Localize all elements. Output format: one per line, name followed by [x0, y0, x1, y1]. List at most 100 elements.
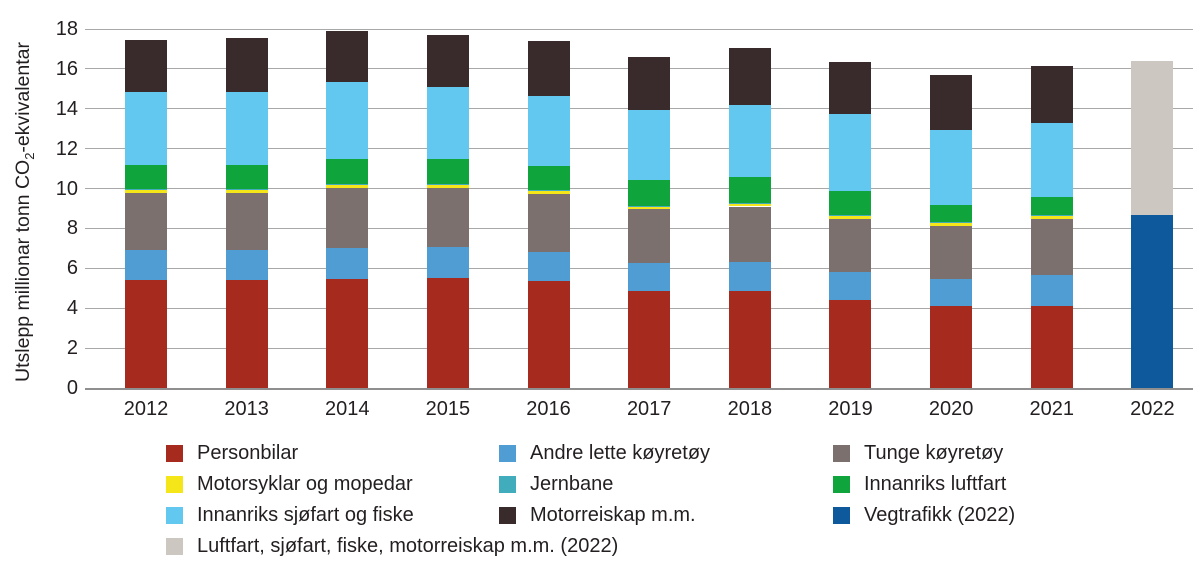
bar-segment — [829, 215, 872, 217]
bar-segment — [225, 37, 268, 92]
plot-area: 0 2 4 6 8 10 12 14 16 18 2012 2013 2014 2015 2016 2017 2… — [55, 18, 1193, 420]
y-tick-label: 4 — [66, 297, 78, 320]
bar-segment — [527, 193, 570, 253]
bar-segment — [728, 104, 771, 177]
bar-segment — [728, 202, 771, 204]
legend-label: Motorsyklar og mopedar — [197, 472, 413, 495]
bar-segment — [527, 189, 570, 191]
bar-segment — [829, 300, 872, 388]
legend-label: Personbilar — [197, 441, 299, 464]
bar-segment — [829, 61, 872, 114]
legend-item: Luftfart, sjøfart, fiske, motorreiskap m… — [166, 534, 618, 558]
legend-label: Jernbane — [530, 472, 614, 495]
legend-item: Innanriks luftfart — [833, 472, 1176, 496]
bar-segment — [1030, 306, 1073, 388]
bar-segment — [426, 86, 469, 159]
bar-segment — [426, 34, 469, 87]
legend-swatch — [166, 537, 183, 555]
y-tick-label: 6 — [66, 257, 78, 280]
gridline-y-18 — [85, 28, 1193, 30]
legend-swatch — [833, 444, 850, 462]
bar-segment — [225, 188, 268, 190]
bar-segment — [1030, 219, 1073, 276]
bar-segment — [829, 216, 872, 220]
legend-item: Andre lette køyretøy — [499, 441, 833, 465]
y-tick-label: 0 — [66, 377, 78, 399]
bar-segment — [326, 81, 369, 159]
bar-segment — [326, 158, 369, 184]
x-tick-label: 2014 — [325, 398, 370, 420]
legend-item: Jernbane — [499, 472, 833, 496]
x-tick-label: 2016 — [526, 398, 571, 420]
bar-segment — [125, 188, 167, 190]
x-tick-label: 2019 — [828, 398, 873, 420]
bar-segment — [326, 248, 369, 280]
bar-segment — [125, 250, 167, 281]
legend-swatch — [166, 506, 183, 524]
bar-segment — [225, 250, 268, 281]
bar-segment — [930, 226, 973, 280]
bar-segment — [728, 176, 771, 203]
x-tick-label: 2013 — [224, 398, 269, 420]
y-tick-label: 16 — [55, 57, 78, 80]
legend-label: Innanriks luftfart — [864, 472, 1007, 495]
x-tick-label: 2015 — [425, 398, 471, 420]
bar-segment — [829, 272, 872, 301]
bar-segment — [628, 209, 671, 264]
legend-label: Motorreiskap m.m. — [530, 503, 696, 526]
bar-segment — [527, 281, 570, 388]
legend-item: Personbilar — [166, 441, 499, 465]
legend-label: Vegtrafikk (2022) — [864, 503, 1016, 526]
bar-segment — [527, 40, 570, 96]
legend-label: Innanriks sjøfart og fiske — [197, 503, 414, 526]
y-tick-label: 14 — [55, 97, 78, 120]
legend-swatch — [833, 506, 850, 524]
bar-segment — [930, 306, 973, 388]
bar-segment — [1030, 275, 1073, 307]
x-tick-label: 2021 — [1029, 398, 1075, 420]
x-tick-label: 2018 — [727, 398, 773, 420]
bar-segment — [326, 30, 369, 82]
bar-segment — [628, 263, 671, 292]
bar-segment — [225, 164, 268, 189]
bar-segment — [628, 205, 671, 207]
bar-segment — [728, 206, 771, 263]
bar-segment — [225, 192, 268, 251]
bar-segment — [829, 113, 872, 191]
x-tick-label: 2017 — [626, 398, 672, 420]
legend-item: Tunge køyretøy — [833, 441, 1176, 465]
bar-segment — [225, 91, 268, 165]
gridline-y-0 — [85, 387, 1193, 390]
bar-segment — [1030, 65, 1073, 123]
bar-segment — [930, 223, 973, 227]
bar-segment — [125, 91, 167, 165]
bar-segment — [125, 189, 167, 193]
x-tick-label: 2022 — [1130, 398, 1175, 420]
bar-segment — [125, 192, 167, 251]
bar-segment — [125, 164, 167, 189]
bar-segment — [1030, 215, 1073, 217]
bar-segment — [426, 278, 469, 388]
y-tick-label: 18 — [55, 18, 78, 40]
legend-swatch — [166, 475, 183, 493]
bar-segment — [728, 262, 771, 292]
bar-segment — [930, 279, 973, 307]
bar-segment — [527, 95, 570, 166]
bar-segment — [326, 183, 369, 185]
bar-segment — [628, 56, 671, 110]
bar-segment — [1030, 196, 1073, 216]
bar-segment — [426, 184, 469, 188]
bar-segment — [728, 47, 771, 105]
bar-segment — [930, 74, 973, 130]
legend-label: Luftfart, sjøfart, fiske, motorreiskap m… — [197, 534, 619, 557]
bar-segment — [527, 165, 570, 190]
bar-segment — [628, 179, 671, 206]
bar-segment — [225, 280, 268, 388]
bar-segment — [829, 219, 872, 273]
bar-segment — [125, 39, 167, 92]
bar-segment — [1131, 215, 1174, 388]
bar-segment — [326, 187, 369, 249]
legend-item: Motorreiskap m.m. — [499, 503, 833, 527]
bar-segment — [326, 279, 369, 388]
